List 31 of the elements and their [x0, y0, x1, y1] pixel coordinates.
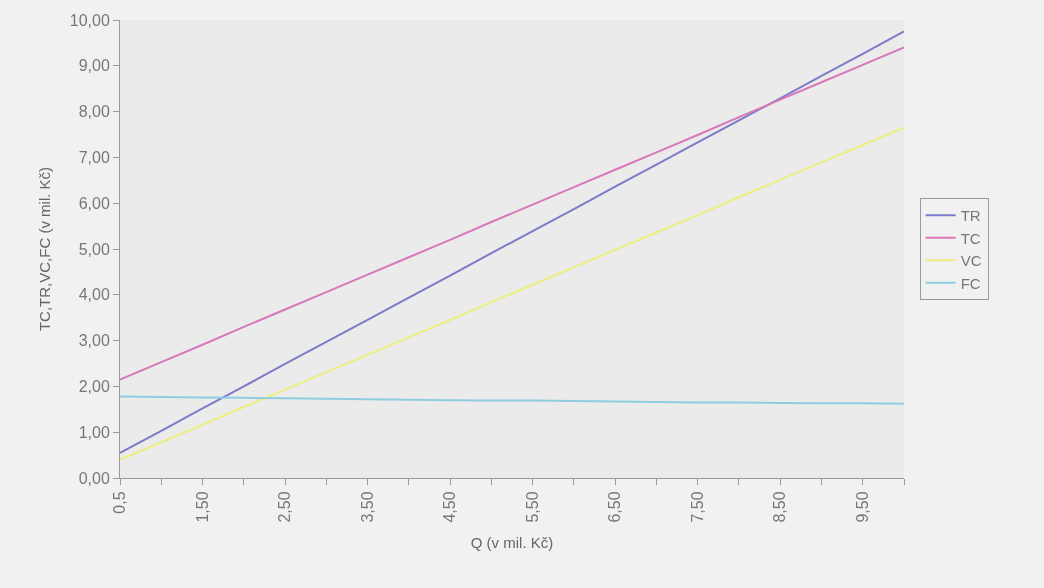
y-tick-label: 1,00: [78, 423, 110, 441]
line-series: [120, 395, 904, 405]
x-tick-label: 1,50: [193, 491, 211, 523]
y-tick-label: 9,00: [78, 57, 110, 75]
y-tick-label: 7,00: [78, 149, 110, 166]
line-series: [120, 126, 904, 461]
legend-label: VC: [960, 252, 982, 270]
y-tick-label: 8,00: [78, 103, 110, 121]
y-tick-label: 10,00: [69, 11, 110, 29]
line-series: [120, 30, 904, 454]
x-tick-label: 6,50: [606, 491, 624, 523]
x-tick-label: 5,50: [523, 491, 541, 523]
y-tick-label: 4,00: [78, 286, 110, 304]
legend-label: FC: [960, 274, 981, 292]
line-series: [120, 46, 904, 381]
y-tick-label: 3,00: [78, 332, 110, 350]
legend-label: TC: [960, 229, 981, 247]
y-tick-label: 2,00: [78, 378, 110, 395]
x-tick-label: 7,50: [688, 491, 706, 523]
legend-label: TR: [960, 207, 981, 225]
x-tick-label: 2,50: [276, 491, 294, 523]
y-tick-label: 0,00: [78, 469, 110, 487]
y-axis-title: TC,TR,VC,FC (v mil. Kč): [36, 166, 53, 332]
x-tick-label: 3,50: [358, 491, 376, 523]
x-tick-label: 9,50: [853, 491, 871, 523]
x-tick-label: 4,50: [441, 491, 459, 523]
y-tick-label: 6,00: [78, 194, 110, 212]
x-tick-label: 0,5: [111, 491, 129, 514]
y-tick-label: 5,00: [78, 240, 110, 258]
x-tick-label: 8,50: [771, 491, 789, 523]
x-axis-title: Q (v mil. Kč): [470, 533, 554, 551]
